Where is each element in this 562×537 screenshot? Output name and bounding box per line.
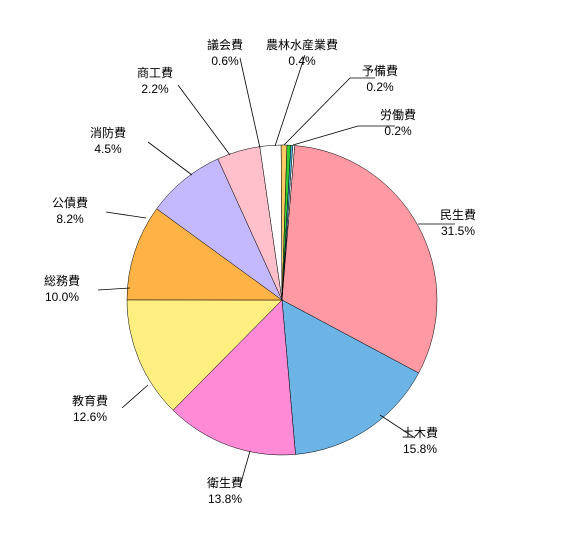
label-予備費: 予備費0.2%: [362, 64, 398, 95]
label-name: 土木費: [402, 426, 438, 442]
label-name: 予備費: [362, 64, 398, 80]
label-商工費: 商工費2.2%: [137, 66, 173, 97]
label-name: 公債費: [52, 196, 88, 212]
leader-商工費: [178, 85, 230, 155]
label-name: 議会費: [207, 38, 243, 54]
leader-公債費: [106, 212, 146, 218]
label-pct: 2.2%: [137, 82, 173, 98]
label-pct: 0.4%: [266, 54, 338, 70]
leader-消防費: [148, 142, 192, 175]
pie-chart: 労働費0.2%民生費31.5%土木費15.8%衛生費13.8%教育費12.6%総…: [0, 0, 562, 532]
label-pct: 13.8%: [207, 492, 243, 508]
label-総務費: 総務費10.0%: [44, 274, 80, 305]
label-name: 消防費: [90, 126, 126, 142]
label-name: 民生費: [440, 208, 476, 224]
label-name: 衛生費: [207, 476, 243, 492]
label-議会費: 議会費0.6%: [207, 38, 243, 69]
label-農林水産業費: 農林水産業費0.4%: [266, 38, 338, 69]
label-土木費: 土木費15.8%: [402, 426, 438, 457]
label-name: 商工費: [137, 66, 173, 82]
pie-chart-svg: [0, 0, 562, 532]
leader-教育費: [122, 385, 148, 408]
label-name: 労働費: [380, 108, 416, 124]
label-pct: 0.2%: [362, 80, 398, 96]
label-name: 農林水産業費: [266, 38, 338, 54]
label-労働費: 労働費0.2%: [380, 108, 416, 139]
label-name: 教育費: [72, 394, 108, 410]
label-pct: 0.2%: [380, 124, 416, 140]
leader-議会費: [240, 58, 260, 148]
label-民生費: 民生費31.5%: [440, 208, 476, 239]
label-pct: 10.0%: [44, 290, 80, 306]
label-pct: 4.5%: [90, 142, 126, 158]
label-衛生費: 衛生費13.8%: [207, 476, 243, 507]
label-pct: 0.6%: [207, 54, 243, 70]
label-name: 総務費: [44, 274, 80, 290]
label-公債費: 公債費8.2%: [52, 196, 88, 227]
leader-総務費: [98, 288, 130, 290]
label-教育費: 教育費12.6%: [72, 394, 108, 425]
label-pct: 31.5%: [440, 224, 476, 240]
label-pct: 12.6%: [72, 410, 108, 426]
label-pct: 15.8%: [402, 442, 438, 458]
label-pct: 8.2%: [52, 212, 88, 228]
label-消防費: 消防費4.5%: [90, 126, 126, 157]
